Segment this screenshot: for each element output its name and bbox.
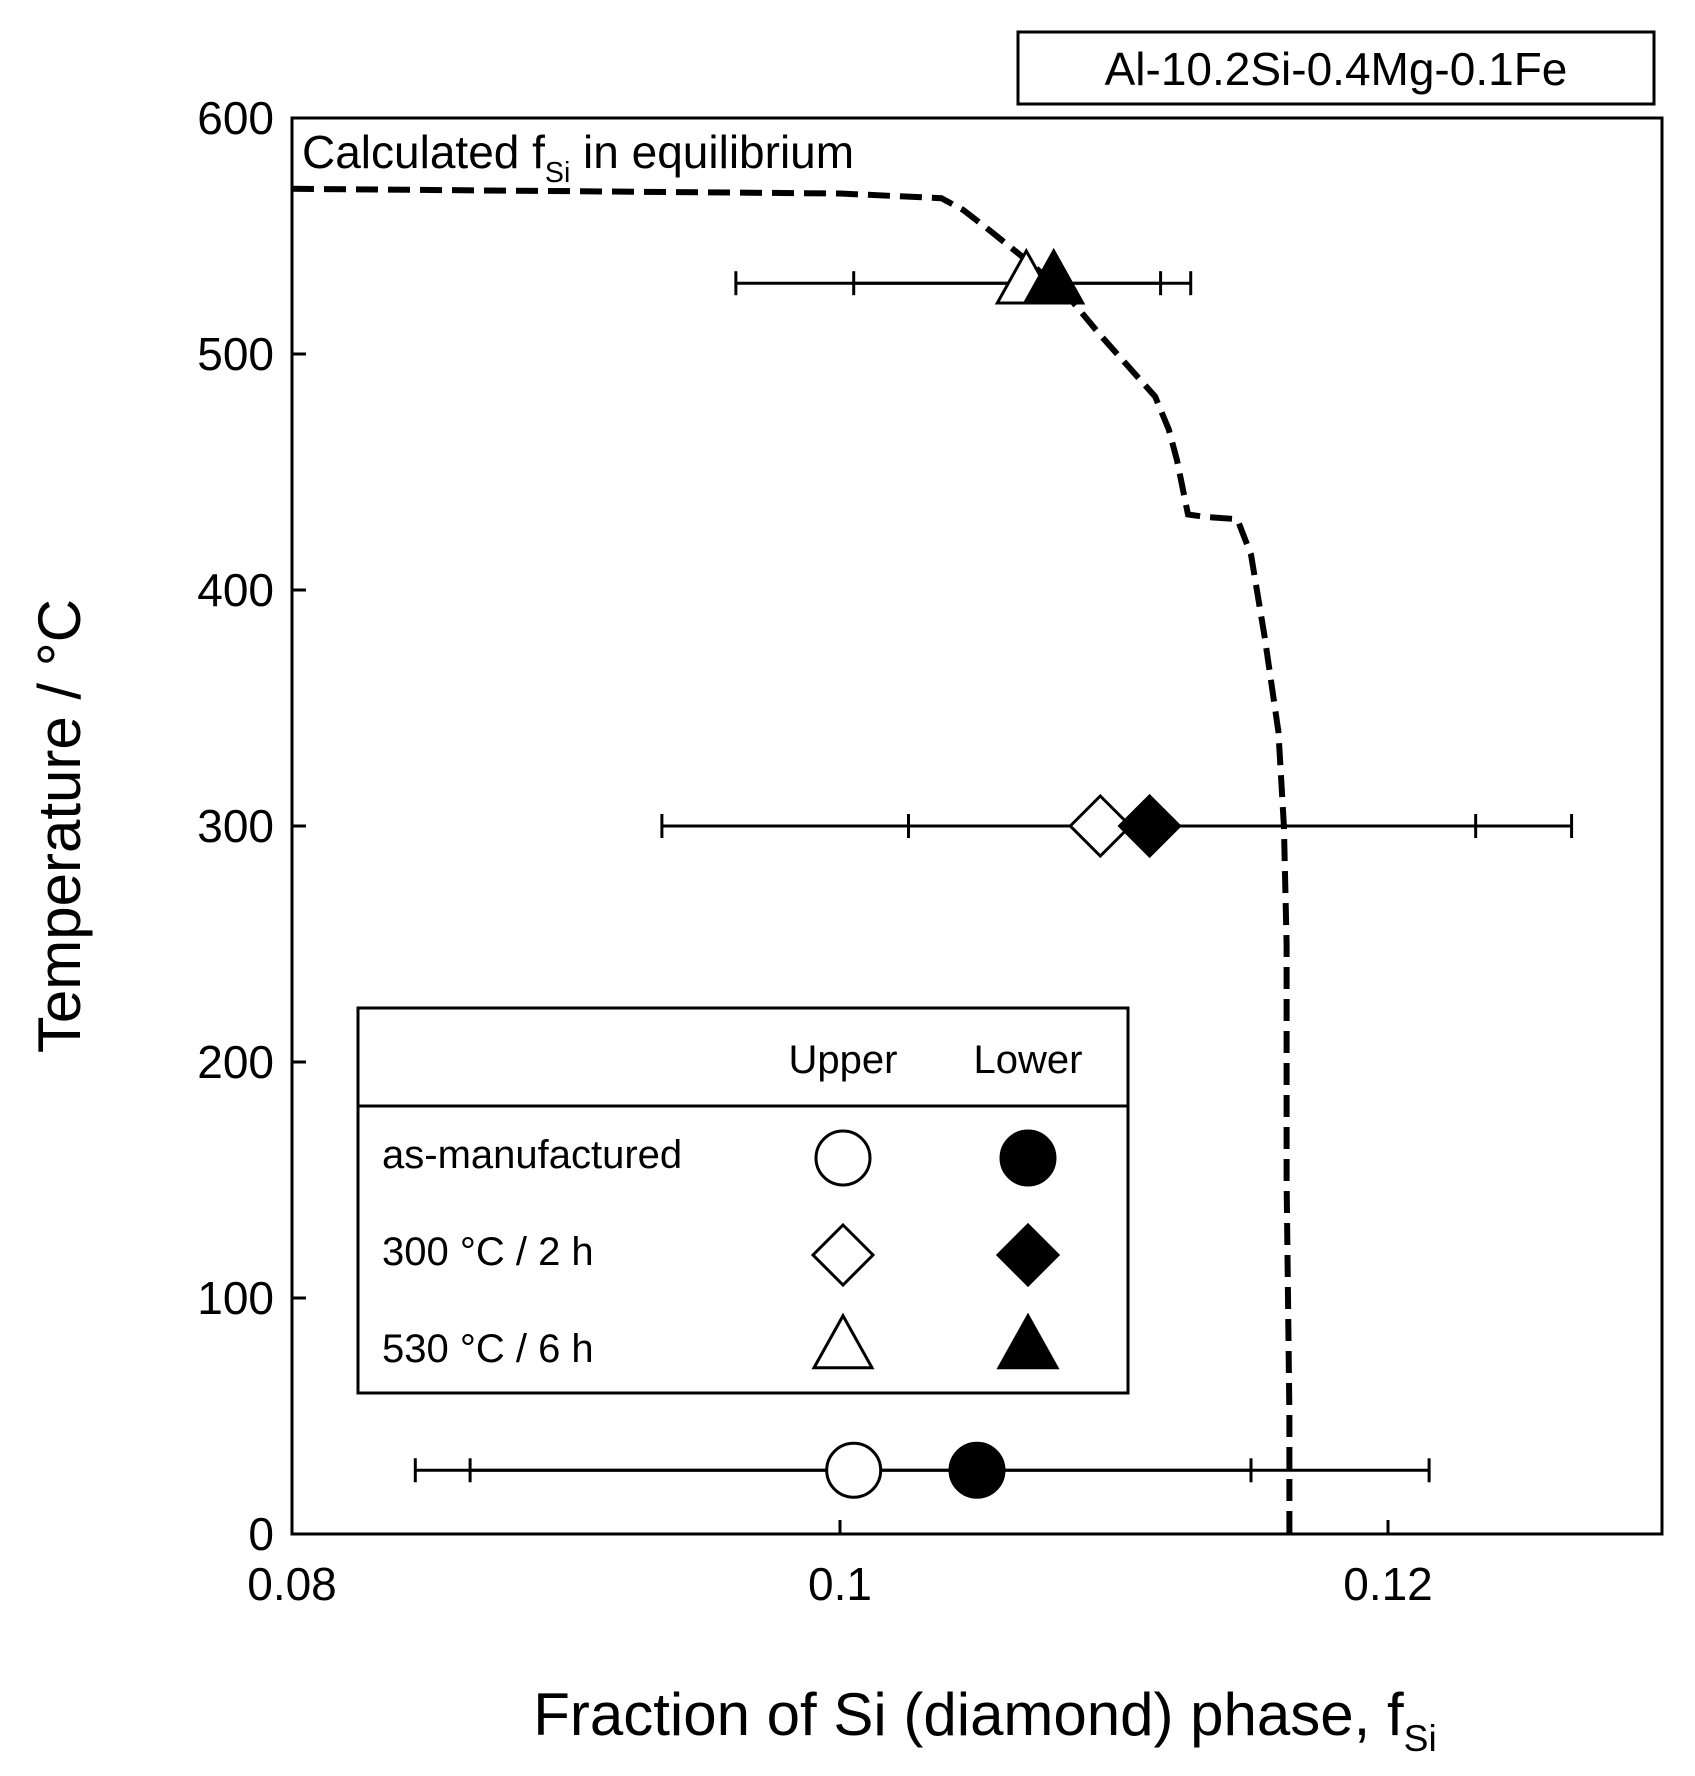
x-tick-label-0.12: 0.12 — [1343, 1558, 1433, 1610]
legend-label-as-manufactured: as-manufactured — [382, 1133, 682, 1177]
x-axis-title-main: Fraction of Si (diamond) phase, f — [533, 1681, 1404, 1748]
curve-annotation-tail: in equilibrium — [570, 126, 854, 178]
y-tick-label-0: 0 — [248, 1508, 274, 1560]
legend-header-upper: Upper — [789, 1038, 898, 1082]
alloy-label-box — [1016, 30, 1656, 106]
x-axis-title-sub: Si — [1404, 1717, 1437, 1759]
y-tick-label-600: 600 — [197, 92, 274, 144]
legend: Upper Lower as-manufactured 300 °C / 2 h… — [356, 1006, 1130, 1395]
point-lower-diamond — [1117, 793, 1182, 859]
legend-marker-lower-triangle — [996, 1312, 1060, 1370]
point-lower-circle — [948, 1441, 1006, 1499]
legend-marker-lower-circle — [999, 1129, 1057, 1187]
legend-header-lower: Lower — [974, 1038, 1083, 1082]
equilibrium-curve — [291, 185, 1293, 1534]
x-tick-label-0.08: 0.08 — [247, 1558, 337, 1610]
legend-marker-lower-diamond — [995, 1222, 1061, 1288]
curve-annotation-main: Calculated f — [302, 126, 545, 178]
point-lower-triangle — [1022, 247, 1086, 305]
legend-marker-upper-circle — [814, 1129, 872, 1187]
y-axis-title: Temperature / °C — [26, 599, 93, 1053]
x-axis-title: Fraction of Si (diamond) phase, fSi — [533, 1681, 1437, 1759]
point-upper-diamond — [1068, 793, 1133, 859]
x-axis-ticks: 0.08 0.1 0.12 — [247, 1520, 1433, 1610]
legend-label-300c: 300 °C / 2 h — [382, 1230, 594, 1274]
alloy-label: Al-10.2Si-0.4Mg-0.1Fe — [1105, 43, 1568, 95]
curve-annotation: Calculated fSi in equilibrium — [302, 126, 854, 189]
legend-marker-upper-diamond — [810, 1222, 876, 1288]
y-tick-label-300: 300 — [197, 800, 274, 852]
legend-label-530c: 530 °C / 6 h — [382, 1327, 594, 1371]
y-tick-label-100: 100 — [197, 1272, 274, 1324]
legend-box — [356, 1006, 1130, 1395]
data-layer — [413, 247, 1574, 1499]
x-tick-label-0.1: 0.1 — [808, 1558, 872, 1610]
y-tick-label-500: 500 — [197, 328, 274, 380]
error-bar-upper-1 — [907, 814, 1478, 838]
legend-markers — [810, 1129, 1061, 1370]
point-upper-circle — [825, 1441, 883, 1499]
curve-annotation-sub: Si — [545, 157, 570, 189]
legend-marker-upper-triangle — [811, 1312, 875, 1370]
y-tick-label-200: 200 — [197, 1036, 274, 1088]
y-axis-ticks: 0 100 200 300 400 500 600 — [197, 92, 306, 1560]
y-tick-label-400: 400 — [197, 564, 274, 616]
